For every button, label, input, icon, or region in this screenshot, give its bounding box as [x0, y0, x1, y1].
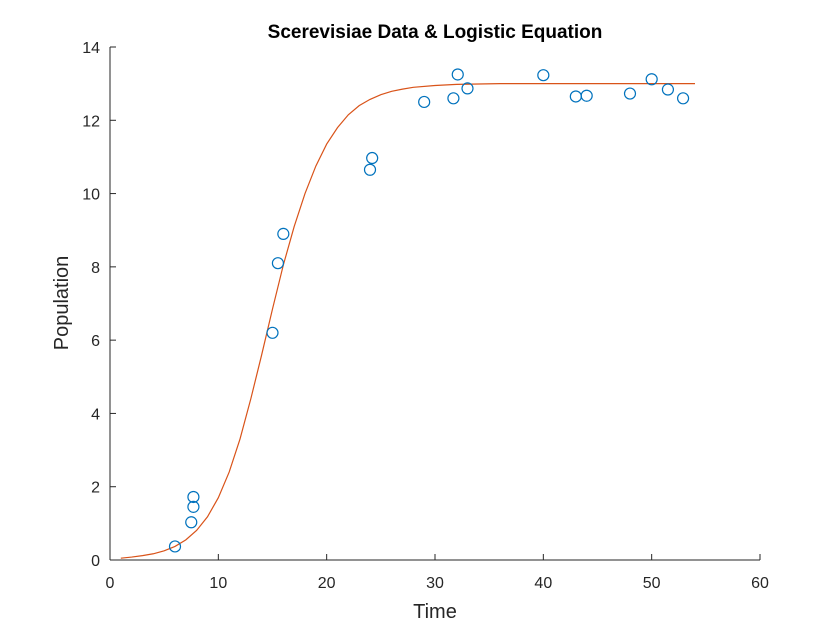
plot-axes: [109, 47, 760, 561]
x-tick-label: 0: [106, 575, 115, 592]
data-point: [363, 163, 377, 176]
data-point: [185, 516, 198, 529]
data-point: [271, 257, 285, 270]
x-tick-label: 50: [643, 575, 661, 592]
y-tick-label: 2: [91, 480, 100, 497]
x-tick-label: 40: [534, 575, 552, 592]
x-axis-label: Time: [413, 601, 457, 623]
data-point: [187, 490, 200, 504]
y-tick-label: 12: [82, 113, 100, 130]
data-point: [580, 89, 593, 102]
data-point: [187, 500, 200, 513]
data-point: [676, 92, 690, 105]
data-point: [569, 90, 582, 103]
data-points: [168, 68, 690, 553]
x-tick-label: 60: [751, 575, 769, 592]
data-point: [645, 73, 658, 86]
data-point: [447, 92, 460, 105]
data-point: [266, 326, 279, 339]
y-tick-label: 0: [91, 553, 100, 570]
y-axis-label: Population: [51, 256, 73, 351]
x-tick-label: 20: [318, 575, 336, 592]
x-tick-label: 30: [426, 575, 444, 592]
x-ticks: 0 10 20 30 40 50 60: [106, 554, 769, 592]
y-tick-label: 14: [82, 40, 100, 57]
data-point: [418, 95, 431, 109]
data-point: [461, 82, 474, 95]
data-point: [168, 540, 182, 553]
y-ticks: 0 2 4 6 8 10 12 14: [82, 40, 116, 570]
y-tick-label: 10: [82, 187, 100, 204]
data-point: [661, 83, 675, 96]
logistic-curve-line: [120, 83, 695, 559]
data-point: [366, 151, 379, 165]
x-tick-label: 10: [209, 575, 227, 592]
chart-title: Scerevisiae Data & Logistic Equation: [268, 22, 603, 43]
y-tick-label: 8: [91, 260, 100, 277]
data-point: [623, 87, 637, 100]
y-tick-label: 4: [91, 406, 100, 423]
data-point: [277, 227, 290, 240]
data-point: [451, 68, 464, 81]
data-point: [537, 69, 550, 82]
logistic-curve: [120, 83, 695, 559]
y-tick-label: 6: [91, 333, 100, 350]
